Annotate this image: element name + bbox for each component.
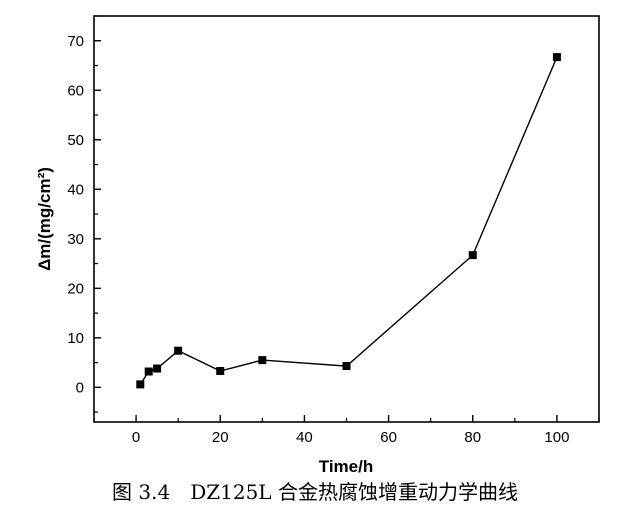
- data-point: [174, 346, 183, 355]
- x-tick-label: 20: [212, 429, 229, 446]
- y-tick-label: 20: [67, 280, 84, 297]
- series-markers: [136, 53, 561, 389]
- y-tick-label: 10: [67, 330, 84, 347]
- axis-tick-labels: 0 20 40 60 80 100 0 10 20 30 40 50 60 70: [67, 33, 569, 446]
- y-tick-label: 30: [67, 231, 84, 248]
- data-point: [342, 362, 351, 371]
- data-point: [552, 53, 561, 62]
- figure-caption: 图 3.4 DZ125L 合金热腐蚀增重动力学曲线: [112, 480, 518, 504]
- x-axis-title: Time/h: [319, 457, 373, 476]
- data-point: [136, 380, 145, 389]
- data-point: [468, 251, 477, 260]
- y-tick-label: 60: [67, 82, 84, 99]
- x-tick-label: 0: [132, 429, 140, 446]
- x-tick-label: 40: [296, 429, 313, 446]
- x-tick-label: 80: [464, 429, 481, 446]
- series-line: [139, 56, 558, 385]
- data-point: [144, 367, 153, 376]
- y-axis-title: Δm/(mg/cm²): [35, 167, 54, 271]
- plot-frame: [93, 15, 600, 423]
- y-tick-label: 0: [76, 379, 84, 396]
- x-tick-label: 60: [380, 429, 397, 446]
- y-tick-label: 70: [67, 33, 84, 50]
- data-point: [258, 356, 267, 365]
- data-point: [216, 367, 225, 376]
- x-tick-label: 100: [544, 429, 569, 446]
- data-point: [153, 364, 162, 373]
- y-tick-label: 50: [67, 132, 84, 149]
- y-tick-label: 40: [67, 181, 84, 198]
- axis-ticks: [93, 15, 600, 422]
